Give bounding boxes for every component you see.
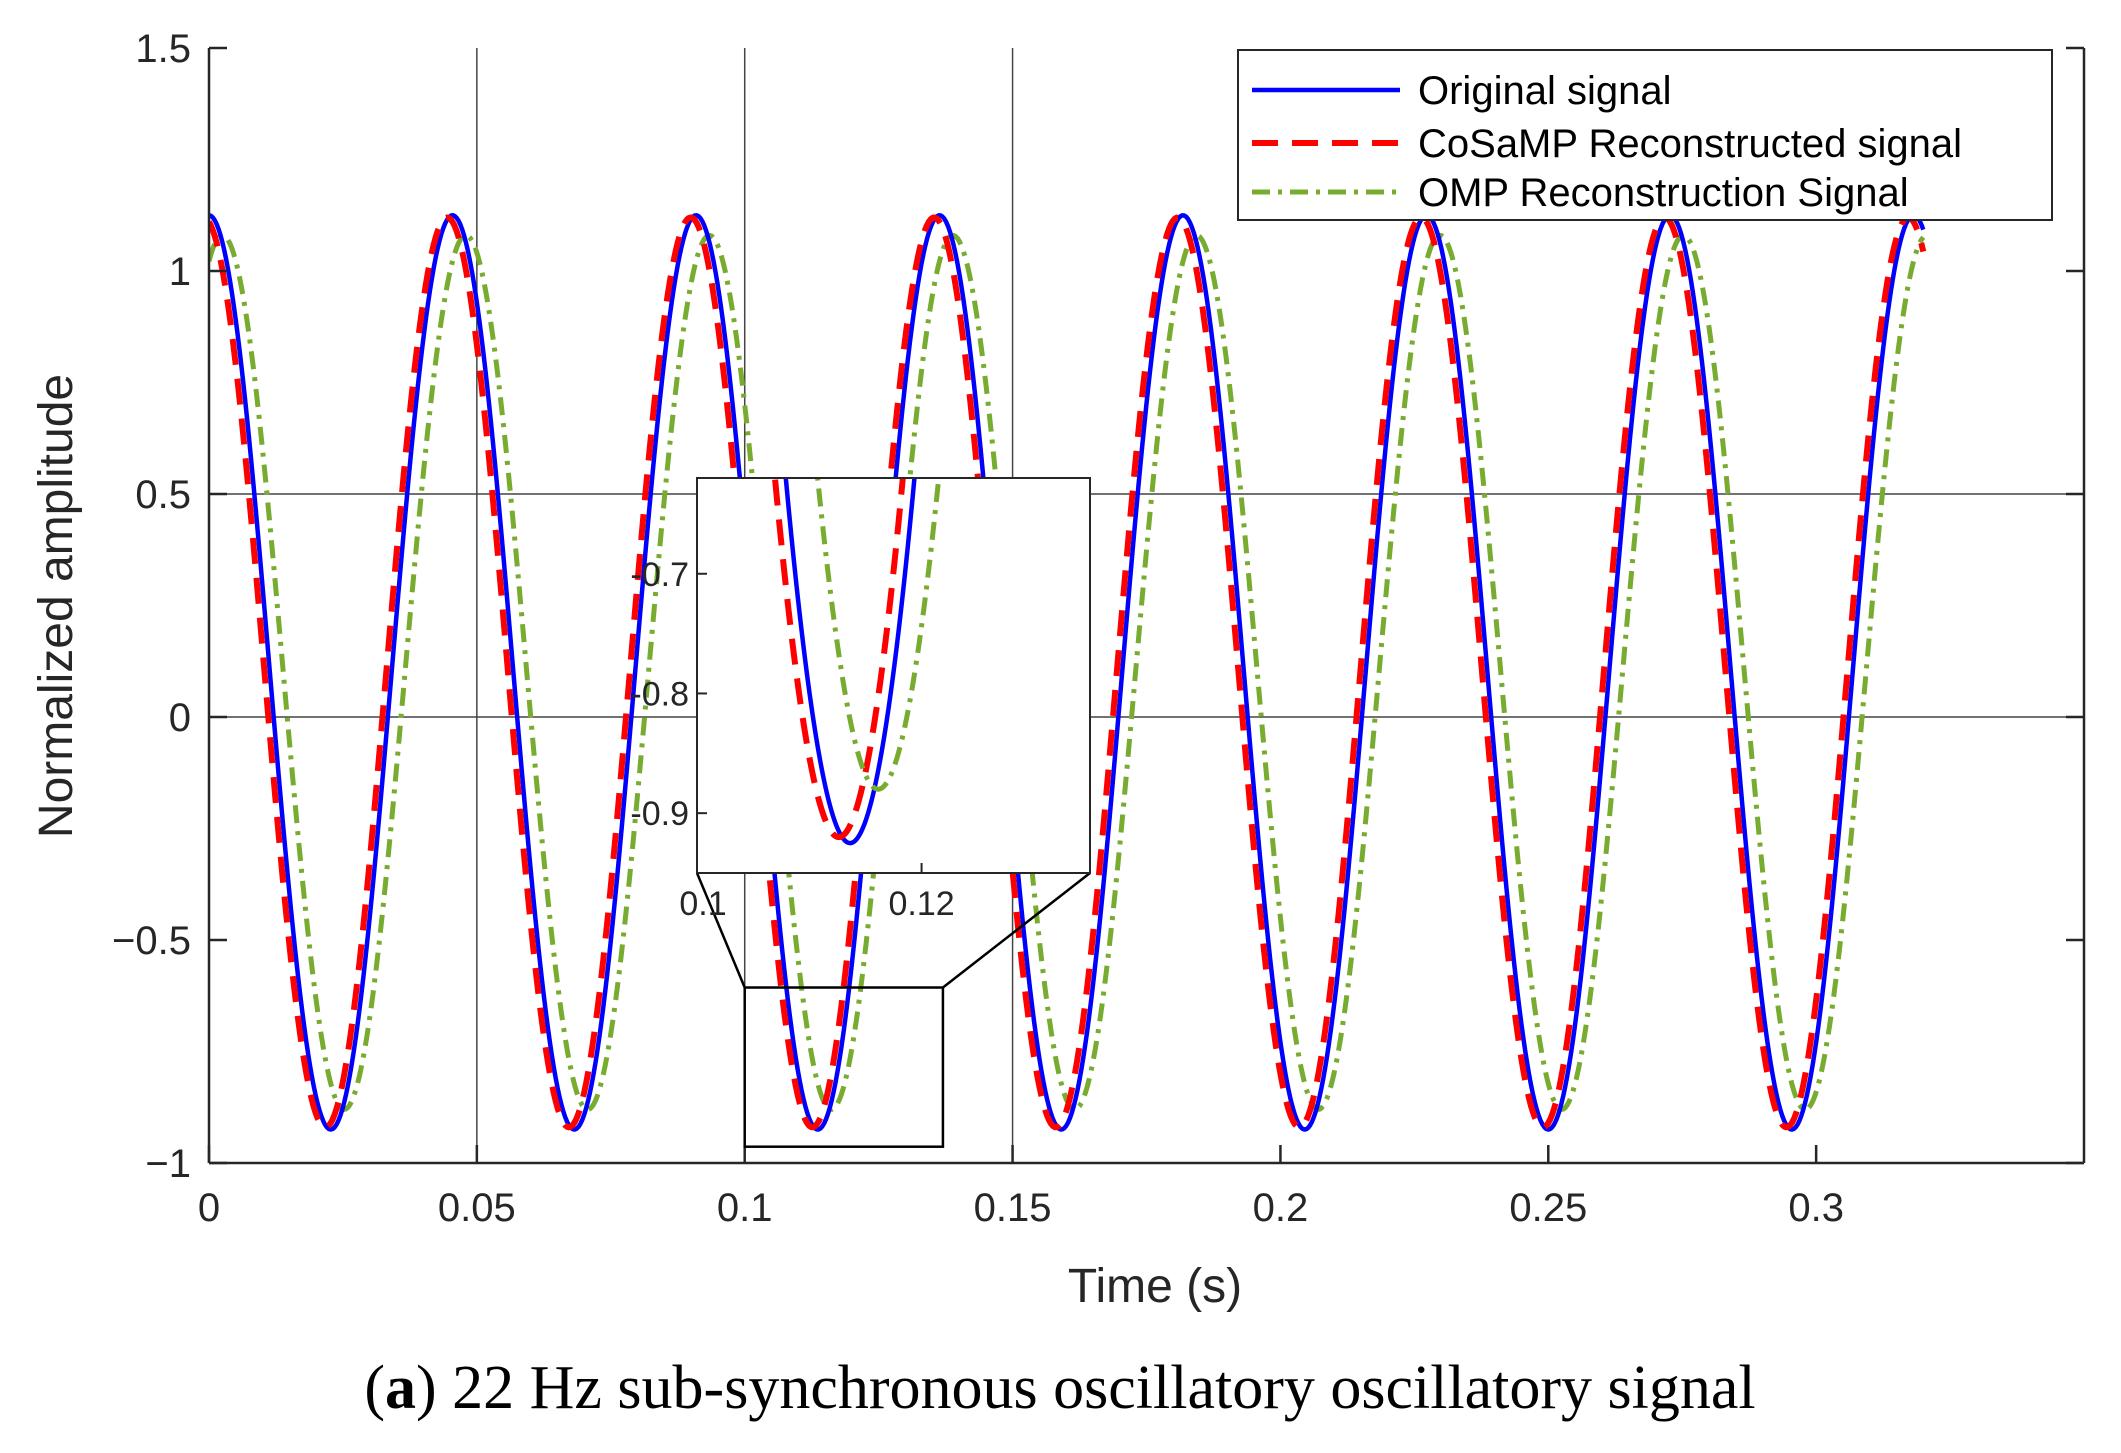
- inset-x-tick-label-1: 0.12: [888, 885, 954, 923]
- x-tick-label-0: 0: [198, 1186, 220, 1230]
- inset-y-tick-label-0: -0.7: [630, 556, 689, 594]
- y-tick-label-4: 1: [169, 250, 191, 294]
- x-axis-label: Time (s): [1068, 1260, 1242, 1313]
- series-line-omp-reconstruction: [209, 232, 1926, 1112]
- y-tick-label-0: −1: [145, 1142, 191, 1186]
- legend: Original signal CoSaMP Reconstructed sig…: [1237, 49, 2053, 221]
- axes: −1 −0.5 0 0.5 1 1.5 0 0.05 0.1 0.15 0.2 0.25 0.3: [112, 27, 2086, 1230]
- x-tick-label-4: 0.2: [1253, 1186, 1309, 1230]
- inset-x-tick-label-0: 0.1: [679, 885, 726, 923]
- x-tick-label-5: 0.25: [1509, 1186, 1587, 1230]
- legend-label-original-signal: Original signal: [1418, 69, 1671, 113]
- x-tick-label-6: 0.3: [1788, 1186, 1844, 1230]
- legend-label-omp-reconstruction: OMP Reconstruction Signal: [1418, 171, 1909, 215]
- caption-text: 22 Hz sub-synchronous oscillatory oscill…: [437, 1354, 1756, 1422]
- y-tick-label-3: 0.5: [135, 473, 191, 517]
- x-tick-label-3: 0.15: [974, 1186, 1052, 1230]
- series-line-original-signal: [209, 213, 1926, 1132]
- zoom-region: [695, 872, 1091, 1148]
- x-tick-label-2: 0.1: [717, 1186, 773, 1230]
- inset-y-tick-label-1: -0.8: [630, 675, 689, 713]
- y-tick-label-5: 1.5: [135, 27, 191, 71]
- caption-label: a: [385, 1354, 416, 1422]
- x-tick-label-1: 0.05: [438, 1186, 516, 1230]
- y-tick-label-2: 0: [169, 696, 191, 740]
- zoom-rectangle: [743, 986, 945, 1148]
- zoom-connector-right: [942, 872, 1091, 989]
- inset-line-original-signal: [783, 478, 917, 846]
- inset-plot: -0.7 -0.8 -0.9 0.1 0.12: [630, 477, 1091, 923]
- series-group: [209, 213, 1927, 1132]
- inset-line-cosamp-reconstructed: [771, 478, 906, 841]
- zoom-connector-left: [695, 872, 746, 989]
- figure-caption: (a) 22 Hz sub-synchronous oscillatory os…: [364, 1354, 1755, 1422]
- y-axis-label: Normalized amplitude: [30, 374, 83, 838]
- inset-y-tick-label-2: -0.9: [630, 795, 689, 833]
- legend-label-cosamp-reconstructed: CoSaMP Reconstructed signal: [1418, 122, 1962, 166]
- y-tick-label-1: −0.5: [112, 919, 191, 963]
- inset-frame: [696, 477, 1091, 874]
- series-line-cosamp-reconstructed: [209, 214, 1927, 1131]
- inset-ticks: -0.7 -0.8 -0.9 0.1 0.12: [630, 556, 954, 923]
